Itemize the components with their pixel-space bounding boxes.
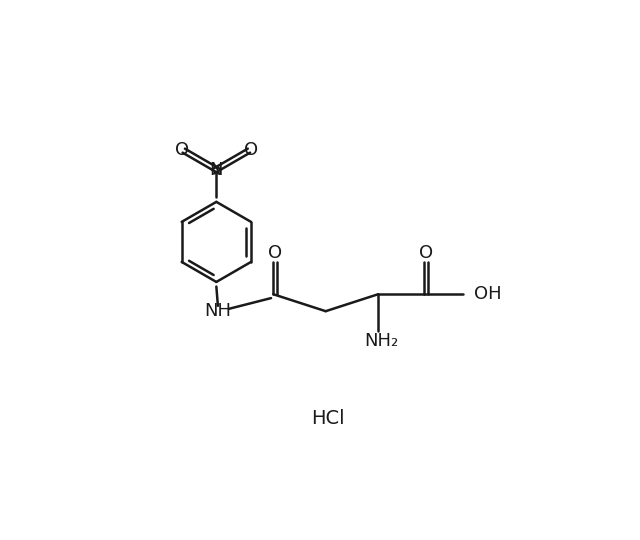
Text: O: O xyxy=(244,141,258,159)
Text: NH₂: NH₂ xyxy=(364,332,398,350)
Text: O: O xyxy=(268,244,282,262)
Text: O: O xyxy=(419,244,433,262)
Text: N: N xyxy=(210,160,223,179)
Text: HCl: HCl xyxy=(311,409,345,429)
Text: NH: NH xyxy=(204,302,232,320)
Text: OH: OH xyxy=(474,285,501,303)
Text: O: O xyxy=(175,141,189,159)
